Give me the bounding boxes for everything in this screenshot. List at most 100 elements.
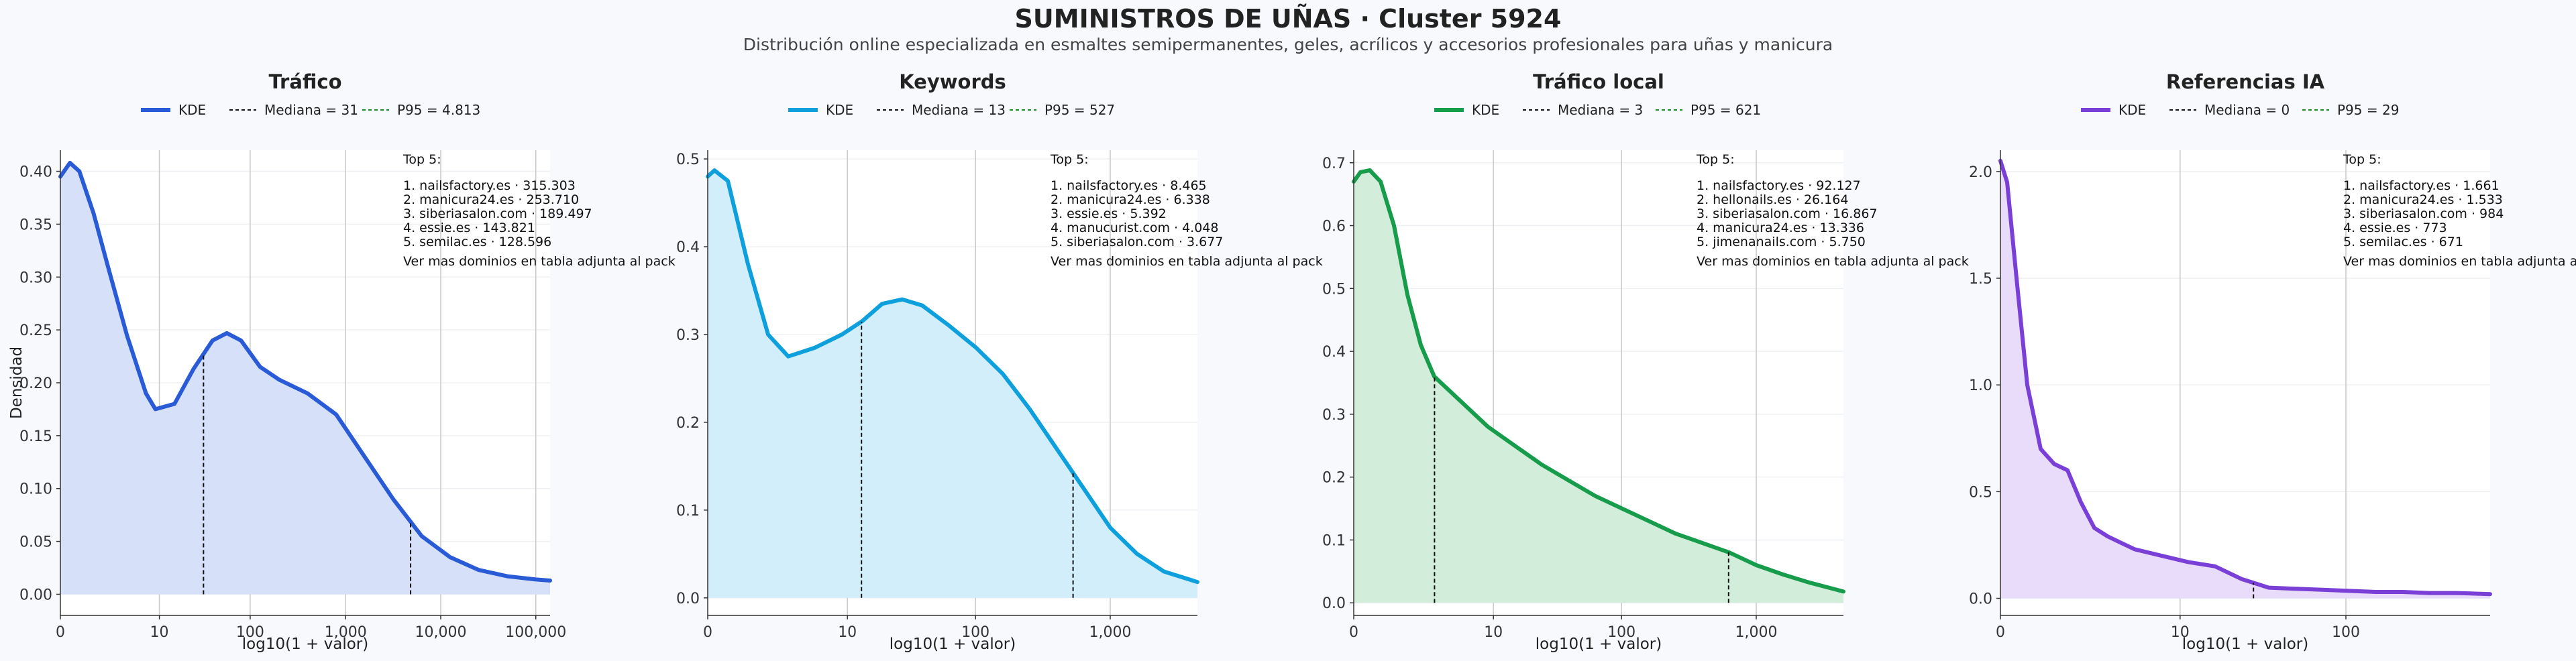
y-tick-label: 0.20 [19, 375, 52, 392]
x-tick-label: 10 [150, 624, 169, 641]
x-tick-label: 100 [236, 624, 264, 641]
annotation-item: 2. manicura24.es · 6.338 [1051, 192, 1210, 207]
kde-area [2000, 160, 2490, 599]
y-tick-label: 0.00 [19, 587, 52, 603]
chart-title: Referencias IA [2166, 70, 2325, 93]
y-tick-label: 0.4 [676, 239, 700, 256]
annotation-item: 1. nailsfactory.es · 1.661 [2343, 178, 2500, 193]
legend-kde-label: KDE [1472, 102, 1499, 118]
annotation-item: 5. jimenanails.com · 5.750 [1697, 235, 1866, 249]
annotation-item: 4. manicura24.es · 13.336 [1697, 221, 1864, 235]
kde-line [58, 160, 552, 583]
page-title: SUMINISTROS DE UÑAS · Cluster 5924 [1014, 4, 1562, 34]
x-tick-label: 0 [1996, 624, 2005, 641]
chart-title: Tráfico [268, 70, 341, 93]
legend: KDE Mediana = 31 P95 = 4.813 [141, 102, 480, 118]
y-tick-label: 1.5 [1969, 271, 1992, 288]
annotation-item: 3. essie.es · 5.392 [1051, 206, 1167, 221]
x-tick-label: 10 [1484, 624, 1503, 641]
x-tick-label: 1,000 [1089, 624, 1132, 641]
kde-area [708, 170, 1197, 598]
y-axis-label: Densidad [8, 347, 25, 419]
legend-p95-label: P95 = 29 [2337, 102, 2399, 118]
annotation-item: 5. semilac.es · 128.596 [403, 235, 551, 249]
chart-panel-2: 0.0 0.1 0.2 0.3 0.4 0.5 0 10 100 1,000 log10(1 + v… [676, 70, 1323, 653]
page-subtitle: Distribución online especializada en esm… [743, 35, 1833, 54]
y-tick-label: 0.3 [1322, 407, 1346, 424]
y-tick-label: 0.5 [1969, 484, 1992, 501]
legend: KDE Mediana = 3 P95 = 621 [1434, 102, 1761, 118]
annotation-item: 2. manicura24.es · 253.710 [403, 192, 579, 207]
annotation-item: 4. manucurist.com · 4.048 [1051, 221, 1218, 235]
y-tick-label: 0.25 [19, 322, 52, 339]
annotation-footer: Ver mas dominios en tabla adjunta al pac… [1051, 254, 1323, 269]
kde-line [706, 168, 1199, 585]
annotation-item: 1. nailsfactory.es · 92.127 [1697, 178, 1861, 193]
x-tick-label: 10,000 [415, 624, 466, 641]
y-tick-label: 0.40 [19, 164, 52, 181]
legend: KDE Mediana = 0 P95 = 29 [2081, 102, 2399, 118]
y-tick-label: 0.7 [1322, 156, 1346, 172]
y-tick-label: 0.30 [19, 269, 52, 286]
chart-panel-3: 0.0 0.1 0.2 0.3 0.4 0.5 0.6 0.7 0 10 100 1,000 log10… [1322, 70, 1969, 653]
y-tick-label: 0.2 [676, 415, 700, 432]
y-tick-label: 0.5 [1322, 281, 1346, 298]
legend-kde-label: KDE [826, 102, 853, 118]
kde-area [60, 162, 550, 595]
legend-p95-label: P95 = 4.813 [397, 102, 480, 118]
x-tick-label: 0 [56, 624, 65, 641]
annotation-header: Top 5: [1696, 152, 1735, 167]
x-axis-label: log10(1 + valor) [890, 636, 1016, 653]
annotation-item: 3. siberiasalon.com · 189.497 [403, 206, 592, 221]
legend-median-label: Mediana = 31 [264, 102, 358, 118]
x-tick-label: 10 [838, 624, 857, 641]
annotation-item: 4. essie.es · 143.821 [403, 221, 535, 235]
annotation-item: 3. siberiasalon.com · 984 [2343, 206, 2504, 221]
annotation-item: 4. essie.es · 773 [2343, 221, 2447, 235]
x-tick-label: 100,000 [505, 624, 566, 641]
annotation-header: Top 5: [2343, 152, 2381, 167]
kde-line [1352, 168, 1845, 594]
legend-median-label: Mediana = 13 [912, 102, 1006, 118]
legend-kde-label: KDE [2118, 102, 2146, 118]
legend: KDE Mediana = 13 P95 = 527 [788, 102, 1115, 118]
x-tick-label: 100 [1607, 624, 1635, 641]
y-tick-label: 0.0 [676, 591, 700, 607]
annotation-item: 5. semilac.es · 671 [2343, 235, 2463, 249]
y-tick-label: 0.0 [1969, 591, 1992, 608]
legend-p95-label: P95 = 527 [1044, 102, 1115, 118]
x-tick-label: 1,000 [1735, 624, 1778, 641]
x-axis-label: log10(1 + valor) [2182, 636, 2308, 653]
annotation-footer: Ver mas dominios en tabla adjunta al pac… [1697, 254, 1969, 269]
annotation-item: 1. nailsfactory.es · 315.303 [403, 178, 576, 193]
y-tick-label: 0.15 [19, 428, 52, 445]
x-axis-label: log10(1 + valor) [1536, 636, 1662, 653]
x-axis-label: log10(1 + valor) [242, 636, 368, 653]
y-tick-label: 0.1 [676, 503, 700, 520]
x-tick-label: 0 [703, 624, 712, 641]
chart-panel-1: 0.00 0.05 0.10 0.15 0.20 0.25 0.30 0.35 0.40 0 10 1… [8, 70, 676, 653]
y-tick-label: 0.10 [19, 481, 52, 498]
annotation-item: 3. siberiasalon.com · 16.867 [1697, 206, 1878, 221]
kde-line [1998, 158, 2492, 597]
chart-panel-4: 0.0 0.5 1.0 1.5 2.0 0 10 100 log10(1 + valor) Ref… [1969, 70, 2576, 653]
legend-median-label: Mediana = 0 [2204, 102, 2290, 118]
y-tick-label: 0.4 [1322, 344, 1346, 361]
y-tick-label: 0.05 [19, 534, 52, 551]
annotation-header: Top 5: [402, 152, 441, 167]
y-tick-label: 1.0 [1969, 377, 1992, 394]
y-tick-label: 0.1 [1322, 532, 1346, 549]
y-tick-label: 0.3 [676, 327, 700, 344]
annotation-footer: Ver mas dominios en tabla adjunta al pac… [403, 254, 676, 269]
y-tick-label: 0.0 [1322, 595, 1346, 612]
annotation-item: 1. nailsfactory.es · 8.465 [1051, 178, 1207, 193]
x-tick-label: 10 [2171, 624, 2190, 641]
annotation-header: Top 5: [1050, 152, 1089, 167]
annotation-item: 2. manicura24.es · 1.533 [2343, 192, 2503, 207]
y-tick-label: 0.35 [19, 217, 52, 233]
